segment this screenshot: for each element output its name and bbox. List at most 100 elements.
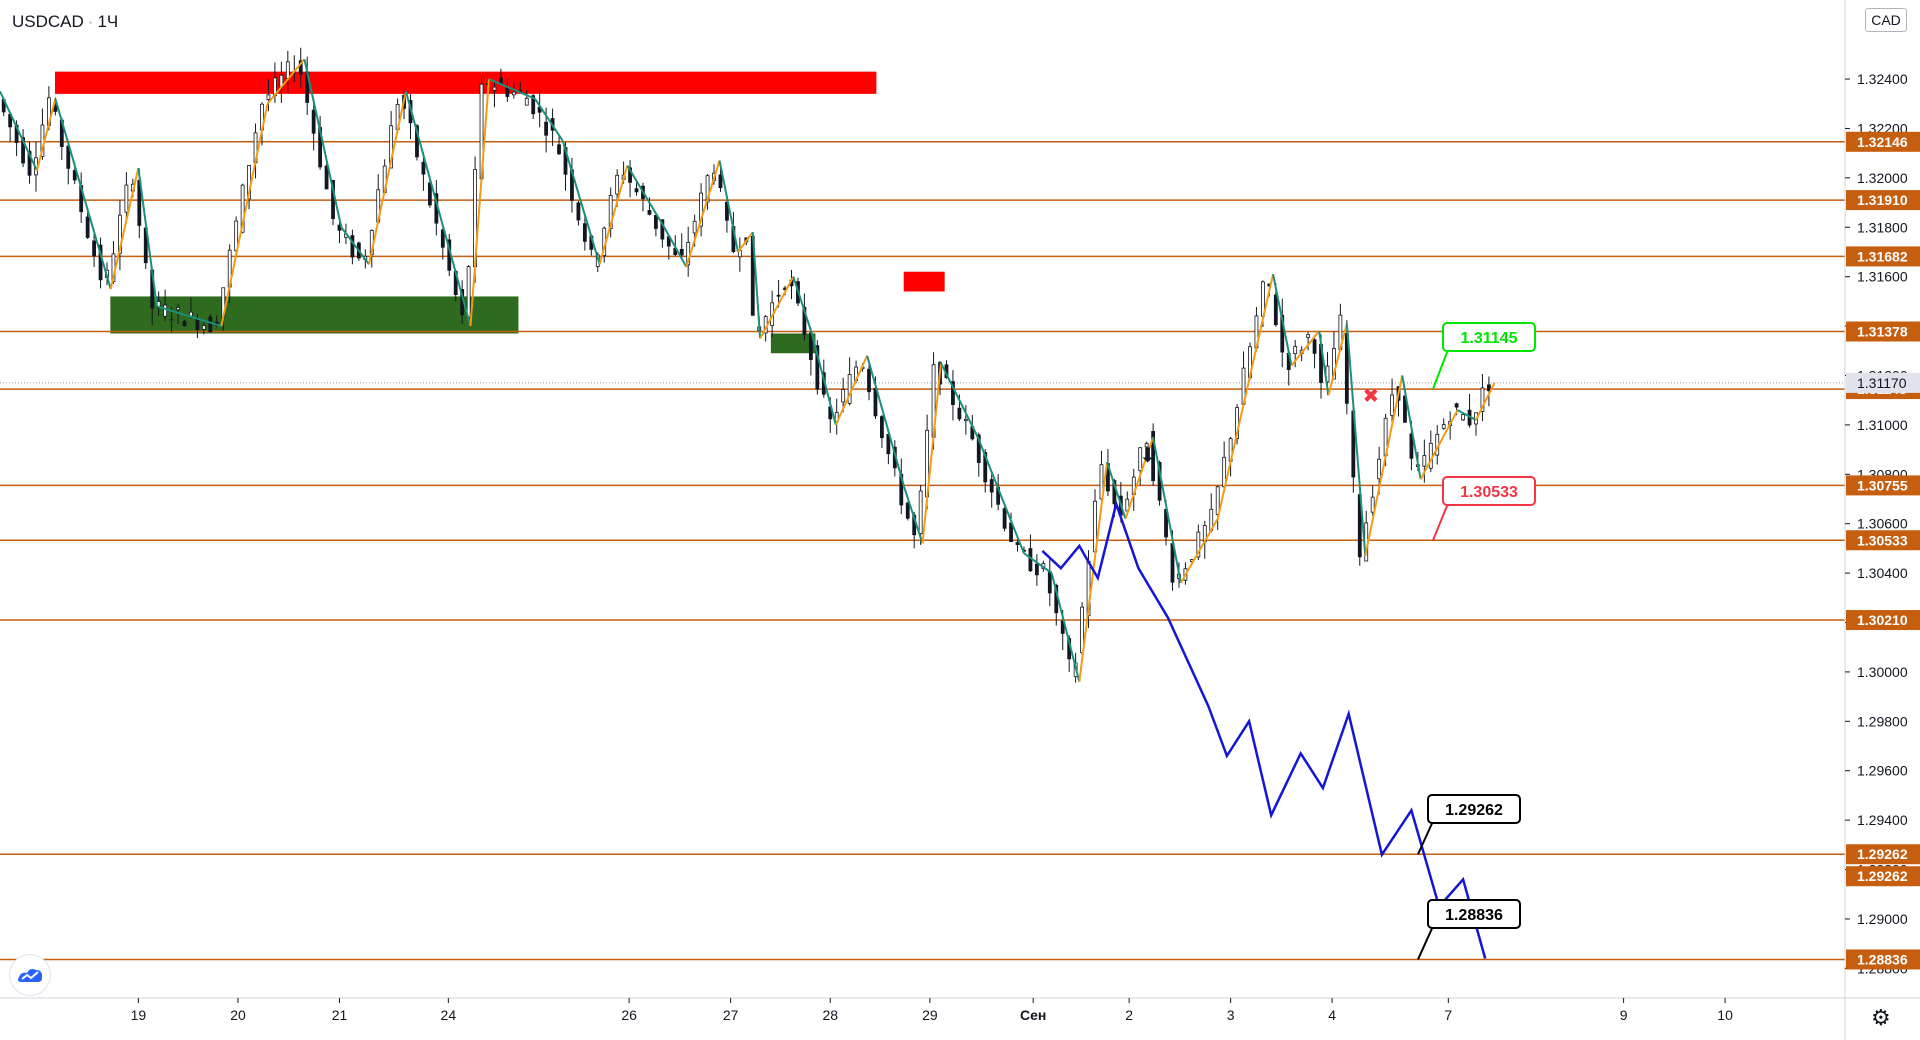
- candle-body: [880, 416, 884, 439]
- zigzag-down-leg: [534, 98, 564, 142]
- current-price-tag-bg: [1846, 372, 1920, 393]
- candle-body: [182, 320, 187, 327]
- candle-body: [647, 210, 652, 215]
- candles-layer: [1, 47, 1491, 683]
- currency-badge[interactable]: CAD: [1865, 8, 1907, 32]
- price-tick-label: 1.30000: [1857, 664, 1908, 680]
- candle-body: [298, 60, 303, 75]
- price-callout[interactable]: 1.28836: [1417, 899, 1521, 960]
- candle-body: [1487, 384, 1491, 392]
- zigzag-down-leg: [976, 436, 1025, 554]
- candle-body: [983, 452, 988, 483]
- candle-body: [208, 316, 213, 333]
- candle-body: [1441, 424, 1446, 429]
- candle-body: [653, 214, 658, 229]
- callouts-layer[interactable]: 1.31145 1.30533 1.29262 1.28836: [1417, 322, 1536, 960]
- time-tick-label: 28: [822, 1007, 838, 1023]
- candle-body: [511, 91, 516, 96]
- candle-body: [679, 248, 684, 256]
- candle-body: [1377, 458, 1382, 480]
- symbol-title[interactable]: USDCAD · 1Ч: [12, 12, 118, 32]
- level-price-tag-bg: [1846, 321, 1920, 342]
- candle-body: [163, 304, 168, 317]
- zigzag-up-leg: [1290, 330, 1320, 367]
- candle-body: [1454, 403, 1459, 408]
- zigzag-down-leg: [810, 333, 837, 426]
- candle-body: [634, 188, 639, 193]
- time-tick-label: 10: [1717, 1007, 1733, 1023]
- zigzag-down-leg: [156, 305, 222, 328]
- time-tick-label: 24: [441, 1007, 457, 1023]
- price-callout[interactable]: 1.29262: [1417, 794, 1521, 855]
- price-callout[interactable]: 1.31145: [1432, 322, 1536, 390]
- price-tick-label: 1.32400: [1857, 71, 1908, 87]
- candle-body: [1306, 334, 1311, 338]
- zigzag-up-leg: [737, 231, 754, 253]
- zigzag-down-leg: [0, 90, 38, 171]
- time-tick-label: 4: [1328, 1007, 1336, 1023]
- zigzag-down-leg: [561, 140, 601, 265]
- callout-pointer: [1432, 346, 1450, 390]
- close-icon: ✖: [1362, 384, 1379, 408]
- level-price-tag: 1.29262: [1857, 868, 1908, 884]
- level-price-tag: 1.31378: [1857, 324, 1908, 340]
- candle-body: [699, 192, 703, 227]
- price-tick-label: 1.30400: [1857, 565, 1908, 581]
- candle-body: [21, 137, 25, 164]
- candle-body: [1293, 346, 1298, 355]
- zones-layer: [55, 71, 945, 354]
- price-tick-label: 1.29400: [1857, 812, 1908, 828]
- zigzag-down-leg: [940, 362, 979, 438]
- zigzag-up-leg: [921, 363, 942, 544]
- time-tick-label: 21: [332, 1007, 348, 1023]
- zigzag-down-leg: [1050, 572, 1081, 683]
- zigzag-up-leg: [1419, 409, 1459, 480]
- demand-zone: [770, 333, 816, 354]
- zigzag-down-leg: [1106, 461, 1127, 520]
- callout-pointer: [1417, 923, 1435, 960]
- level-price-tag-bg: [1846, 190, 1920, 211]
- candle-body: [1370, 496, 1375, 513]
- candle-body: [285, 61, 290, 79]
- candle-body: [440, 229, 445, 248]
- zigzag-down-leg: [404, 91, 472, 327]
- candle-body: [72, 170, 77, 181]
- candle-body: [1034, 563, 1039, 576]
- time-tick-label: 7: [1444, 1007, 1452, 1023]
- price-callout[interactable]: 1.30533: [1432, 476, 1536, 541]
- zigzag-down-leg: [626, 164, 666, 228]
- settings-gear-icon[interactable]: ⚙: [1871, 1005, 1891, 1030]
- candle-body: [802, 306, 807, 336]
- current-price-tag: 1.31170: [1857, 375, 1907, 391]
- zigzag-layer: [0, 58, 1496, 683]
- candle-body: [951, 381, 955, 405]
- down-arrow-icon: ⬇: [1139, 443, 1156, 467]
- candle-body: [466, 266, 471, 318]
- candle-body: [989, 479, 994, 493]
- zigzag-up-leg: [1124, 436, 1155, 520]
- tradingview-logo-icon[interactable]: [10, 955, 50, 995]
- level-price-tag: 1.28836: [1857, 951, 1908, 967]
- callout-box: [1442, 476, 1536, 506]
- zigzag-up-leg: [834, 355, 869, 426]
- candle-body: [311, 109, 316, 134]
- time-tick-label: 2: [1125, 1007, 1133, 1023]
- zigzag-down-leg: [1152, 437, 1182, 584]
- zigzag-down-leg: [718, 160, 739, 253]
- callout-box: [1427, 794, 1521, 824]
- symbol-name: USDCAD: [12, 12, 84, 31]
- candle-body: [240, 184, 245, 233]
- level-price-tag: 1.30533: [1857, 532, 1908, 548]
- time-tick-label: 9: [1620, 1007, 1628, 1023]
- candle-body: [557, 144, 561, 155]
- time-axis[interactable]: 19 20 21 24 26 27 28 29 Сен 2 3 4 7 9 10: [131, 998, 1733, 1023]
- candle-body: [92, 240, 96, 257]
- candle-body: [1409, 433, 1414, 459]
- level-price-tag-bg: [1846, 246, 1920, 267]
- candle-body: [124, 184, 129, 213]
- zigzag-up-leg: [1364, 375, 1404, 557]
- candle-body: [176, 307, 180, 311]
- zigzag-down-leg: [1272, 274, 1293, 366]
